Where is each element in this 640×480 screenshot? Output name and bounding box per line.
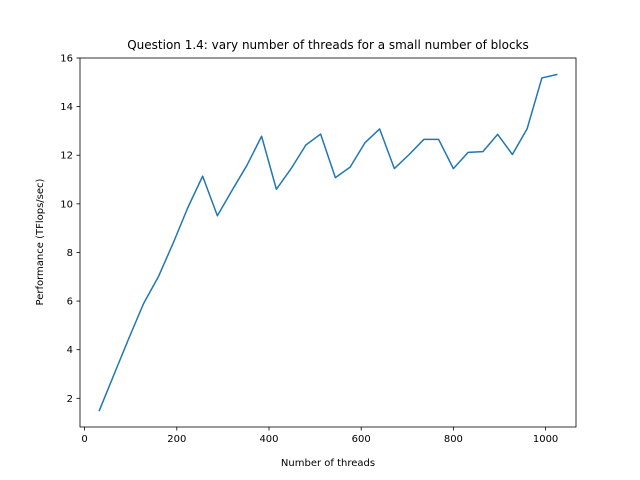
x-tick-label: 800 (444, 434, 463, 445)
y-tick-label: 4 (67, 345, 73, 356)
y-tick-label: 14 (60, 102, 73, 113)
x-tick-label: 200 (167, 434, 186, 445)
y-axis-label: Performance (TFlops/sec) (35, 178, 46, 305)
y-tick-label: 6 (67, 297, 73, 308)
chart-title: Question 1.4: vary number of threads for… (127, 38, 529, 52)
x-axis-label: Number of threads (281, 458, 375, 469)
plot-area: 0 200 400 600 800 1000 2 4 6 8 10 12 14 16 (60, 54, 577, 445)
y-tick-label: 10 (60, 199, 73, 210)
axes-frame (79, 57, 577, 428)
y-tick-label: 12 (60, 151, 73, 162)
x-tick-label: 400 (259, 434, 278, 445)
x-tick-label: 0 (81, 434, 87, 445)
series-line-0 (98, 73, 558, 412)
y-tick-label: 2 (67, 394, 73, 405)
x-tick-label: 1000 (533, 434, 558, 445)
y-tick-label: 8 (67, 248, 73, 259)
x-tick-label: 600 (352, 434, 371, 445)
y-tick-label: 16 (60, 54, 73, 65)
